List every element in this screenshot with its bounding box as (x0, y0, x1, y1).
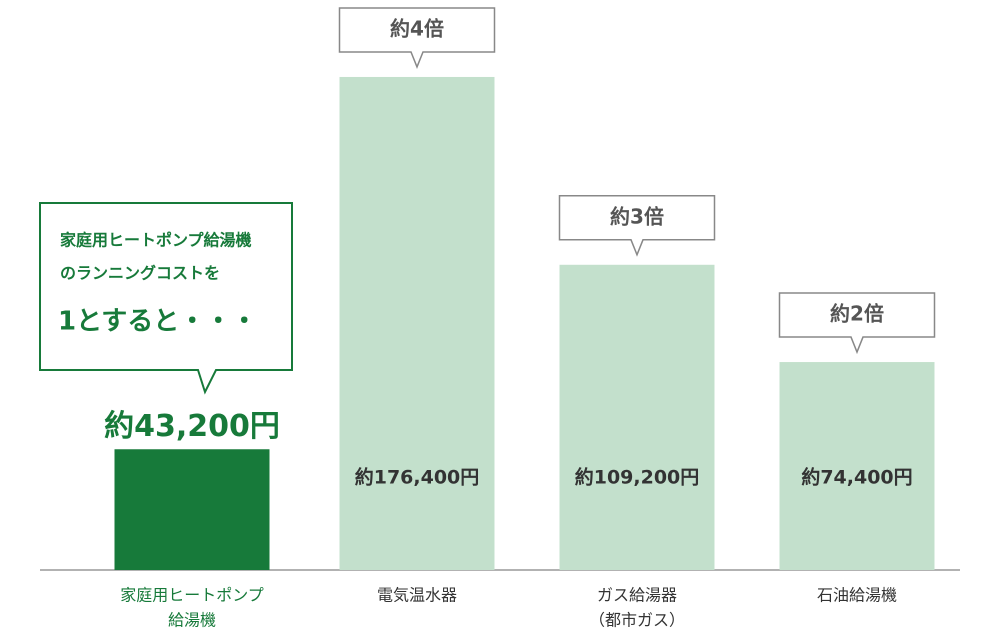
multiplier-box (778, 292, 936, 355)
multiplier-label: 約2倍 (830, 302, 884, 326)
multiplier-box (338, 7, 496, 69)
x-tick-label: （都市ガス） (589, 611, 685, 630)
x-tick-label: ガス給湯器 (597, 586, 677, 605)
x-tick-label: 石油給湯機 (817, 586, 897, 605)
x-tick-label: 給湯機 (168, 611, 216, 630)
x-tick-label: 電気温水器 (377, 586, 457, 605)
value-label: 約43,200円 (104, 409, 280, 444)
multiplier-label: 約4倍 (390, 16, 444, 40)
bar (559, 264, 715, 570)
value-label: 約176,400円 (355, 466, 480, 489)
note-line: 家庭用ヒートポンプ給湯機 (60, 231, 252, 250)
value-label: 約109,200円 (575, 466, 700, 489)
value-label: 約74,400円 (801, 466, 912, 489)
multiplier-label: 約3倍 (610, 204, 664, 228)
bar (779, 362, 935, 570)
x-tick-label: 家庭用ヒートポンプ (120, 586, 264, 605)
bar (114, 449, 270, 570)
note-line: 1とすると・・・ (58, 307, 257, 337)
note-line: のランニングコストを (60, 264, 220, 283)
bar (339, 76, 495, 570)
multiplier-box (558, 195, 716, 257)
note-box (39, 202, 293, 395)
